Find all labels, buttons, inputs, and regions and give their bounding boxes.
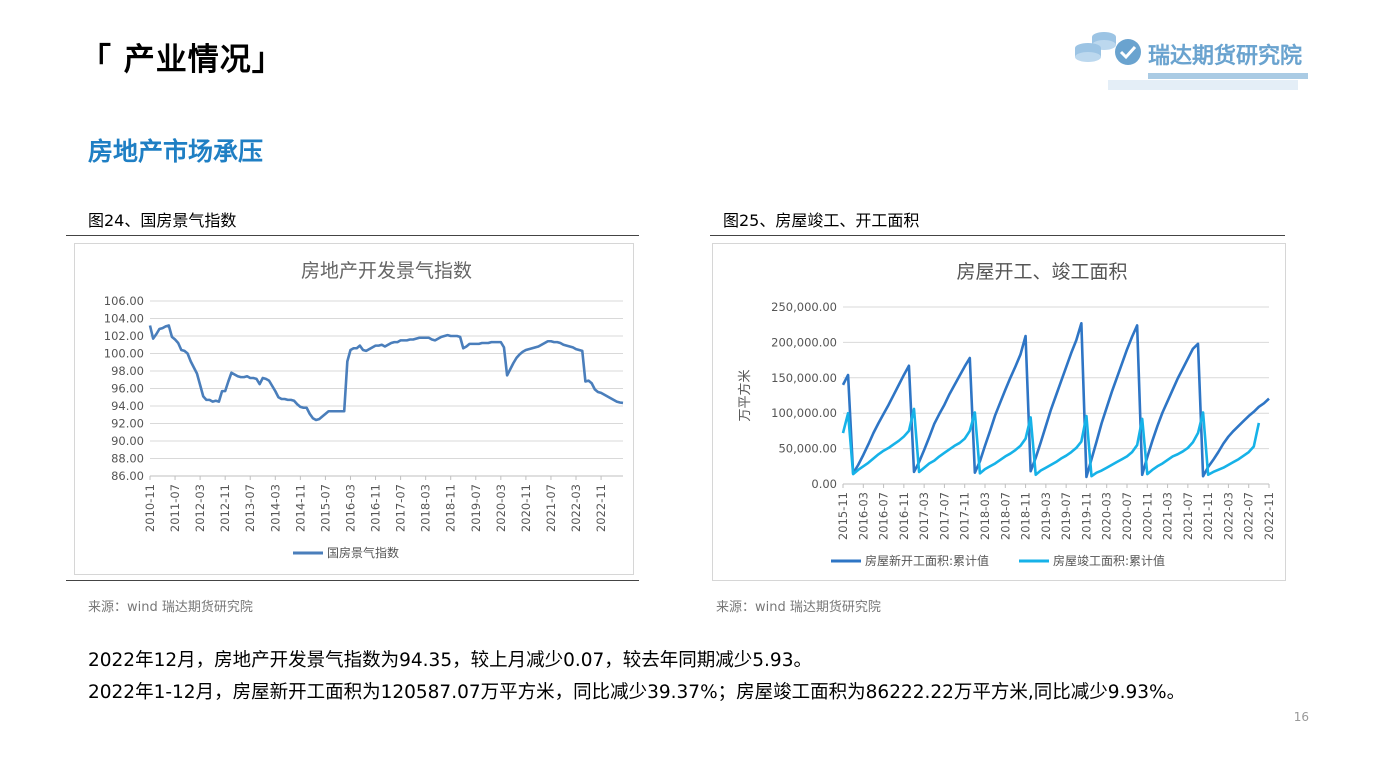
figure-left-source: 来源：wind 瑞达期货研究院 (88, 600, 253, 615)
summary-line-1: 2022年12月，房地产开发景气指数为94.35，较上月减少0.07，较去年同期… (88, 650, 812, 671)
x-tick-label: 2011-07 (168, 484, 182, 532)
y-tick-label: 86.00 (111, 469, 144, 483)
x-tick-label: 2018-03 (978, 492, 992, 540)
logo-underline (1148, 73, 1308, 79)
x-tick-label: 2012-03 (193, 484, 207, 532)
figure-right-caption: 图25、房屋竣工、开工面积 (723, 211, 920, 230)
y-tick-label: 102.00 (104, 329, 144, 343)
y-tick-label: 100,000.00 (771, 406, 837, 420)
series-line (841, 407, 1261, 478)
x-tick-label: 2010-11 (143, 484, 157, 532)
logo-reflection (1108, 80, 1298, 90)
figure-right-source: 来源：wind 瑞达期货研究院 (716, 600, 881, 615)
chart-title: 房地产开发景气指数 (301, 260, 472, 282)
page-header-title: 「 产业情况」 (80, 42, 284, 78)
chart-left-frame: 房地产开发景气指数 106.00 104.00 102.00 100.00 98.00 96… (74, 243, 634, 575)
chart-right-frame: 房屋开工、竣工面积 250,000.00 200,000.00 150,000.00 1… (712, 243, 1286, 581)
section-title: 房地产市场承压 (88, 137, 264, 166)
y-tick-label: 0.00 (811, 477, 837, 491)
legend-label: 房屋新开工面积:累计值 (865, 553, 989, 568)
x-tick-label: 2016-11 (897, 492, 911, 540)
y-tick-label: 100.00 (104, 347, 144, 361)
x-tick-label: 2022-03 (569, 484, 583, 532)
figure-left-top-rule (66, 235, 639, 236)
y-tick-label: 50,000.00 (778, 442, 837, 456)
x-tick-label: 2017-11 (958, 492, 972, 540)
x-tick-label: 2020-03 (494, 484, 508, 532)
x-tick-label: 2021-11 (1201, 492, 1215, 540)
chart-right-svg: 房屋开工、竣工面积 250,000.00 200,000.00 150,000.00 1… (737, 261, 1276, 568)
y-tick-label: 92.00 (111, 417, 144, 431)
chart-title: 房屋开工、竣工面积 (956, 261, 1127, 283)
x-tick-label: 2018-11 (1019, 492, 1033, 540)
figure-left-bottom-rule (66, 580, 639, 581)
x-tick-label: 2015-07 (318, 484, 332, 532)
x-tick-label: 2017-03 (917, 492, 931, 540)
x-tick-label: 2022-03 (1221, 492, 1235, 540)
y-tick-label: 98.00 (111, 364, 144, 378)
x-tick-label: 2016-03 (343, 484, 357, 532)
x-tick-label: 2016-03 (856, 492, 870, 540)
figure-left-caption: 图24、国房景气指数 (88, 211, 237, 230)
x-tick-label: 2019-03 (1039, 492, 1053, 540)
x-tick-label: 2019-07 (469, 484, 483, 532)
chart-left-svg: 房地产开发景气指数 106.00 104.00 102.00 100.00 98.00 96… (104, 260, 624, 560)
x-tick-label: 2021-07 (544, 484, 558, 532)
x-tick-label: 2022-11 (1262, 492, 1276, 540)
x-tick-label: 2020-11 (519, 484, 533, 532)
company-logo (1075, 32, 1141, 65)
x-tick-label: 2018-07 (998, 492, 1012, 540)
x-tick-label: 2019-07 (1059, 492, 1073, 540)
x-tick-label: 2016-11 (369, 484, 383, 532)
x-tick-label: 2013-07 (243, 484, 257, 532)
x-tick-label: 2014-03 (268, 484, 282, 532)
x-tick-label: 2014-11 (293, 484, 307, 532)
legend-label: 房屋竣工面积:累计值 (1053, 553, 1165, 568)
figure-right-top-rule (710, 235, 1285, 236)
x-tick-label: 2012-11 (218, 484, 232, 532)
y-tick-label: 200,000.00 (771, 335, 837, 349)
coins-icon (1075, 32, 1141, 65)
y-tick-label: 250,000.00 (771, 300, 837, 314)
page-number: 16 (1293, 710, 1309, 724)
logo-text: 瑞达期货研究院 (1148, 44, 1303, 69)
x-tick-label: 2021-07 (1181, 492, 1195, 540)
x-tick-label: 2020-11 (1140, 492, 1154, 540)
y-tick-label: 106.00 (104, 294, 144, 308)
y-axis-label: 万平方米 (737, 369, 753, 421)
summary-line-2: 2022年1-12月，房屋新开工面积为120587.07万平方米，同比减少39.… (88, 682, 1186, 703)
x-tick-label: 2015-11 (836, 492, 850, 540)
series-line (841, 321, 1270, 479)
y-tick-label: 88.00 (111, 452, 144, 466)
x-tick-label: 2021-03 (1161, 492, 1175, 540)
x-tick-label: 2018-11 (444, 484, 458, 532)
x-tick-label: 2016-07 (877, 492, 891, 540)
x-tick-label: 2022-07 (1242, 492, 1256, 540)
y-tick-label: 104.00 (104, 312, 144, 326)
x-tick-label: 2017-07 (937, 492, 951, 540)
legend-label: 国房景气指数 (327, 545, 399, 560)
x-tick-label: 2022-11 (594, 484, 608, 532)
series-line (148, 324, 624, 422)
x-tick-label: 2018-03 (419, 484, 433, 532)
x-tick-label: 2017-07 (394, 484, 408, 532)
x-tick-label: 2019-11 (1079, 492, 1093, 540)
x-tick-label: 2020-03 (1100, 492, 1114, 540)
x-tick-label: 2020-07 (1120, 492, 1134, 540)
y-tick-label: 94.00 (111, 399, 144, 413)
y-tick-label: 96.00 (111, 382, 144, 396)
y-tick-label: 90.00 (111, 434, 144, 448)
y-tick-label: 150,000.00 (771, 371, 837, 385)
